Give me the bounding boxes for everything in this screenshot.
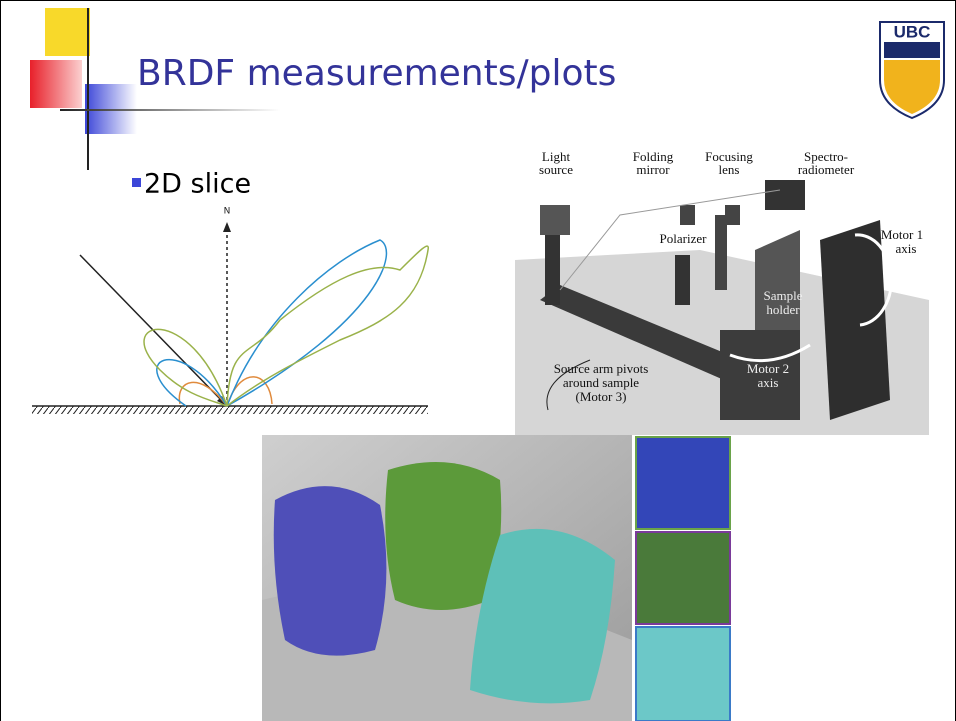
bullet-text: 2D slice	[144, 169, 251, 200]
logo: UBC	[880, 22, 944, 118]
apparatus-label: axis	[896, 241, 917, 256]
apparatus-label: Source arm pivots	[554, 361, 649, 376]
lobe-diagram: N	[32, 207, 428, 415]
slide-canvas: BRDF measurements/plots UBC 2D slice N	[0, 0, 956, 721]
apparatus-label: Sample	[764, 288, 803, 303]
apparatus-label: lens	[719, 162, 740, 177]
logo-text: UBC	[894, 22, 931, 41]
bullet-marker	[132, 178, 141, 187]
apparatus-label: Motor 1	[881, 227, 923, 242]
apparatus-label: Polarizer	[660, 231, 708, 246]
apparatus-label: around sample	[563, 375, 639, 390]
slide-title: BRDF measurements/plots	[137, 53, 616, 94]
apparatus-label: radiometer	[798, 162, 855, 177]
apparatus-label: (Motor 3)	[576, 389, 627, 404]
pillow-render	[262, 435, 730, 721]
apparatus-label: mirror	[636, 162, 670, 177]
apparatus-label: source	[539, 162, 573, 177]
apparatus-label: holder	[766, 302, 800, 317]
apparatus-figure: Light source Folding mirror Focusing len…	[515, 145, 929, 435]
normal-label: N	[224, 207, 231, 217]
apparatus-label: axis	[758, 375, 779, 390]
slide: BRDF measurements/plots UBC 2D slice N	[0, 0, 956, 721]
apparatus-label: Motor 2	[747, 361, 789, 376]
